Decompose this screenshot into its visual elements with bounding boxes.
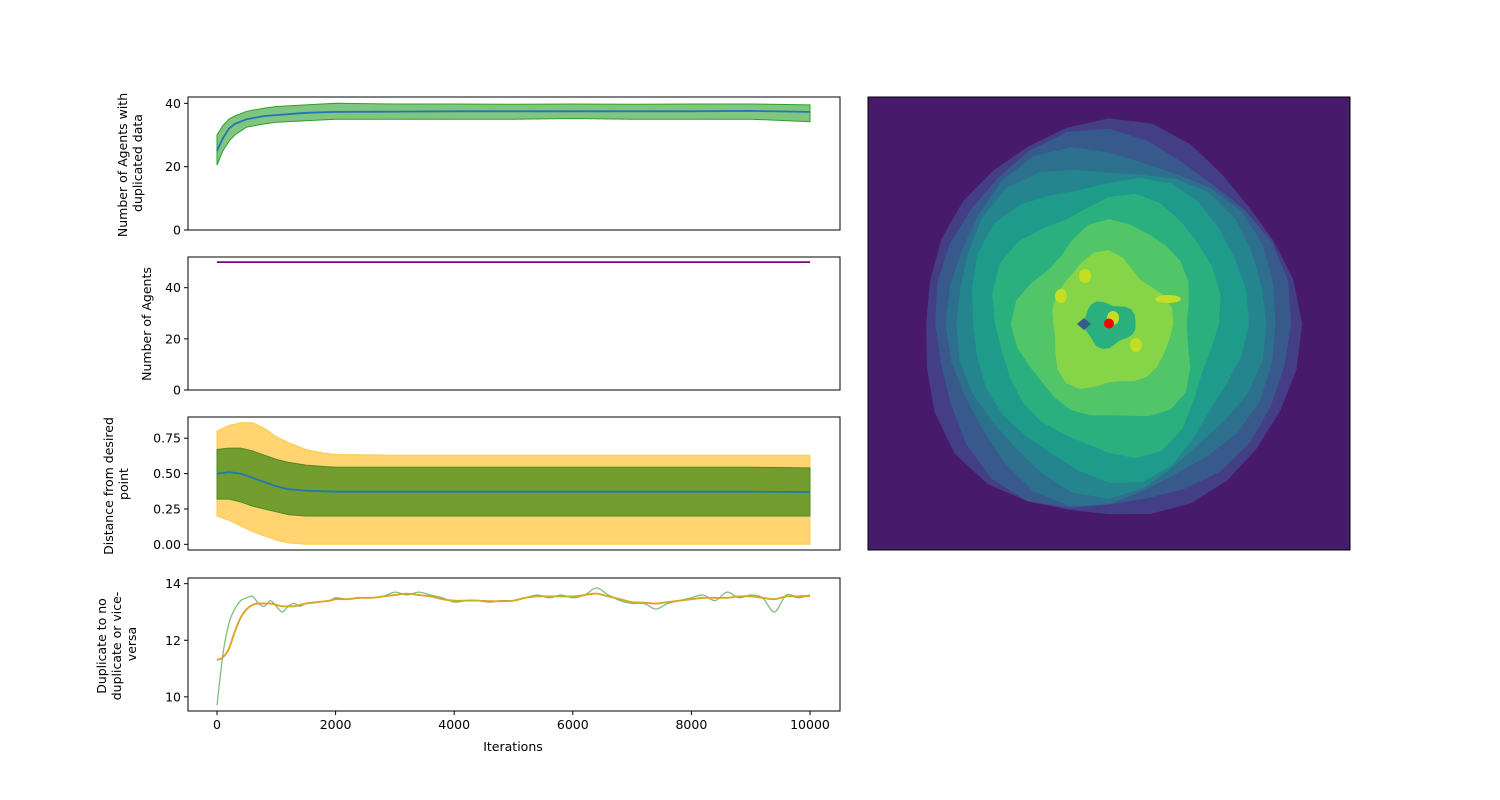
smoothed-series-overlay [216, 593, 811, 661]
inner-band [216, 447, 811, 517]
ylabel-line: duplicate or vice- [109, 592, 124, 701]
panel-duplicate-switch-xticks: 0 2000 4000 6000 8000 10000 [213, 711, 830, 732]
y-tick-label: 40 [165, 96, 181, 111]
panel-contour-map [867, 96, 1351, 551]
std-band [216, 102, 811, 166]
mean-line [216, 109, 811, 152]
contour-peak-spot [1130, 338, 1142, 352]
ylabel-line: Number of Agents with [115, 93, 130, 237]
y-tick-label: 14 [165, 576, 181, 591]
x-axis-label: Iterations [483, 739, 543, 754]
ylabel-line: Number of Agents [139, 267, 154, 381]
panel-duplicated-agents-yticks: 0 20 40 [165, 96, 188, 238]
panel-distance-frame [187, 416, 841, 551]
panel-duplicate-switch-yticks: 10 12 14 [165, 576, 188, 704]
panel-number-of-agents-frame [187, 256, 841, 391]
panel-distance-plot [216, 422, 811, 545]
y-tick-label: 20 [165, 159, 181, 174]
panel-number-of-agents: 0 20 40 Number of Agents [139, 256, 841, 398]
mean-line [216, 471, 811, 493]
y-tick-label: 0.00 [153, 537, 181, 552]
contour-frame [867, 96, 1351, 551]
panel-distance-ylabel: Distance from desired point [101, 413, 131, 555]
x-tick-label: 10000 [790, 717, 830, 732]
y-tick-label: 10 [165, 689, 181, 704]
y-tick-label: 12 [165, 633, 181, 648]
y-tick-label: 20 [165, 331, 181, 346]
panel-duplicate-switch-plot [216, 587, 811, 706]
y-tick-label: 0.50 [153, 466, 181, 481]
contour-low-spot [1077, 318, 1091, 330]
y-tick-label: 0 [173, 383, 181, 398]
contour-peak-spot [1155, 295, 1181, 303]
panel-distance-yticks: 0.00 0.25 0.50 0.75 [153, 431, 188, 552]
panel-duplicated-agents-ylabel: Number of Agents with duplicated data [115, 89, 145, 237]
panel-number-of-agents-ylabel: Number of Agents [139, 267, 154, 381]
x-tick-label: 0 [213, 717, 221, 732]
y-tick-label: 0 [173, 223, 181, 238]
target-point-marker [1104, 318, 1114, 329]
panel-duplicate-switch-ylabel: Duplicate to no duplicate or vice- versa [94, 588, 139, 701]
x-tick-label: 2000 [320, 717, 352, 732]
ylabel-line: Distance from desired [101, 417, 116, 555]
ylabel-line: duplicated data [130, 114, 145, 212]
contour-peak-spot [1055, 289, 1067, 303]
panel-duplicate-switch: 10 12 14 0 2000 4000 6000 8000 10000 Duplicate … [94, 576, 841, 754]
panel-duplicated-agents-frame [187, 96, 841, 231]
panel-duplicated-agents-plot [216, 102, 811, 166]
panel-duplicate-switch-frame [187, 577, 841, 712]
ylabel-line: point [116, 468, 131, 500]
panel-distance: 0.00 0.25 0.50 0.75 Distance from desired p… [101, 413, 841, 555]
y-tick-label: 0.25 [153, 501, 181, 516]
x-tick-label: 8000 [675, 717, 707, 732]
y-tick-label: 40 [165, 280, 181, 295]
ylabel-line: Duplicate to no [94, 598, 109, 694]
panel-duplicated-agents: 0 20 40 Number of Agents with duplicated d… [115, 89, 841, 238]
x-tick-label: 6000 [557, 717, 589, 732]
panel-number-of-agents-yticks: 0 20 40 [165, 280, 188, 398]
x-tick-label: 4000 [438, 717, 470, 732]
contour-peak-spot [1079, 269, 1091, 283]
ylabel-line: versa [124, 627, 139, 661]
y-tick-label: 0.75 [153, 431, 181, 446]
